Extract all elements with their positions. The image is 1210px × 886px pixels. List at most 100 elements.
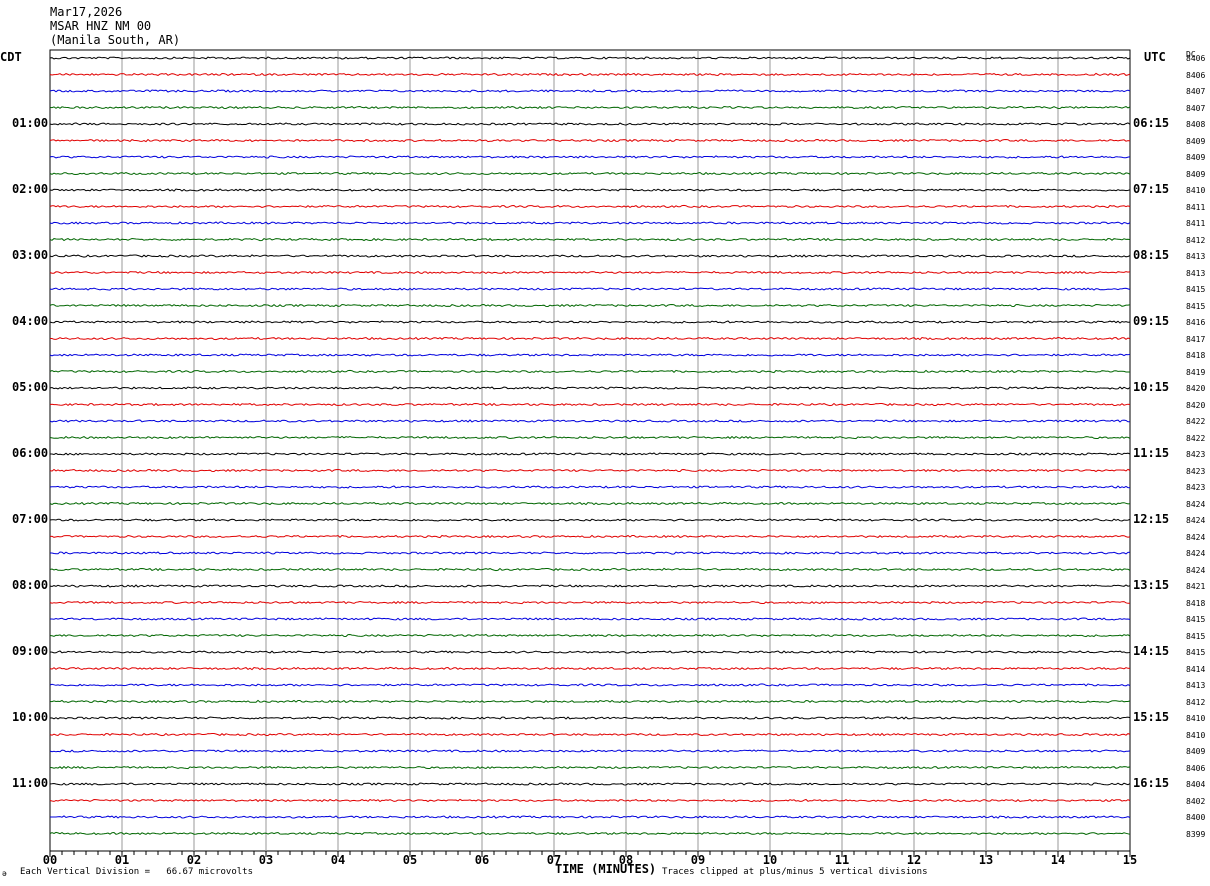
dc-offset-value: 8415 bbox=[1186, 285, 1206, 294]
right-hour-label: 13:15 bbox=[1133, 578, 1170, 592]
seismic-trace bbox=[49, 732, 1131, 737]
dc-offset-value: 8424 bbox=[1186, 499, 1206, 509]
seismic-trace bbox=[49, 237, 1131, 242]
left-hour-label: 04:00 bbox=[12, 314, 49, 328]
dc-offset-value: 8412 bbox=[1186, 235, 1206, 245]
dc-offset-value: 8424 bbox=[1186, 532, 1206, 542]
seismic-trace bbox=[49, 204, 1131, 209]
seismic-trace bbox=[49, 353, 1131, 357]
seismic-trace bbox=[49, 831, 1131, 836]
seismic-trace bbox=[49, 254, 1131, 258]
seismic-trace bbox=[49, 600, 1131, 605]
seismic-trace bbox=[49, 468, 1131, 473]
seismic-trace bbox=[49, 369, 1130, 374]
dc-offset-value: 8420 bbox=[1186, 384, 1206, 393]
dc-offset-value: 8414 bbox=[1186, 664, 1206, 674]
x-tick-label: 05 bbox=[402, 853, 418, 867]
left-hour-label: 08:00 bbox=[12, 578, 49, 592]
x-tick-label: 09 bbox=[690, 853, 706, 867]
dc-offset-value: 8423 bbox=[1186, 466, 1206, 476]
x-tick-label: 03 bbox=[258, 853, 274, 867]
seismic-trace bbox=[49, 105, 1131, 110]
dc-offset-value: 8399 bbox=[1186, 829, 1206, 839]
x-tick-label: 06 bbox=[474, 853, 490, 867]
seismic-trace bbox=[49, 518, 1131, 522]
dc-offset-value: 8410 bbox=[1186, 730, 1206, 740]
scale-note: Each Vertical Division = 66.67 microvolt… bbox=[20, 867, 253, 877]
dc-offset-value: 8418 bbox=[1186, 351, 1206, 360]
header-location: (Manila South, AR) bbox=[50, 33, 181, 47]
seismic-trace bbox=[49, 56, 1131, 60]
dc-offset-value: 8423 bbox=[1186, 450, 1206, 459]
dc-offset-value: 8422 bbox=[1186, 433, 1206, 443]
right-hour-label: 10:15 bbox=[1133, 380, 1170, 394]
seismic-trace bbox=[49, 171, 1131, 176]
left-hour-label: 06:00 bbox=[12, 446, 49, 460]
right-hour-label: 15:15 bbox=[1133, 710, 1170, 724]
seismic-trace bbox=[49, 320, 1131, 324]
x-tick-label: 08 bbox=[618, 853, 634, 867]
seismic-trace bbox=[49, 419, 1130, 423]
left-hour-label: 05:00 bbox=[12, 380, 49, 394]
seismic-trace bbox=[49, 402, 1131, 407]
x-tick-label: 00 bbox=[42, 853, 58, 867]
left-hour-label: 01:00 bbox=[12, 116, 49, 130]
dc-offset-value: 8411 bbox=[1186, 219, 1206, 228]
right-hour-label: 16:15 bbox=[1133, 776, 1170, 790]
seismic-trace bbox=[49, 749, 1131, 753]
dc-offset-value: 8404 bbox=[1186, 780, 1206, 789]
seismic-trace bbox=[50, 617, 1131, 621]
right-hour-label: 11:15 bbox=[1133, 446, 1170, 460]
seismic-trace bbox=[49, 699, 1131, 704]
seismic-trace bbox=[50, 452, 1131, 456]
seismic-trace bbox=[49, 782, 1131, 786]
dc-offset-value: 8419 bbox=[1186, 367, 1206, 377]
dc-offset-value: 8409 bbox=[1186, 747, 1206, 756]
dc-offset-value: 8413 bbox=[1186, 252, 1206, 261]
dc-offset-value: 8415 bbox=[1186, 631, 1206, 641]
dc-offset-value: 8407 bbox=[1186, 87, 1206, 96]
dc-offset-value: 8424 bbox=[1186, 549, 1206, 558]
dc-offset-value: 8412 bbox=[1186, 697, 1206, 707]
x-tick-label: 15 bbox=[1122, 853, 1138, 867]
dc-offset-value: 8413 bbox=[1186, 268, 1206, 278]
dc-offset-value: 8402 bbox=[1186, 796, 1206, 806]
x-tick-label: 01 bbox=[114, 853, 130, 867]
dc-offset-value: 8406 bbox=[1186, 54, 1206, 63]
left-hour-label: 07:00 bbox=[12, 512, 49, 526]
seismic-trace bbox=[49, 716, 1131, 720]
dc-offset-value: 8408 bbox=[1186, 120, 1206, 129]
dc-offset-value: 8420 bbox=[1186, 400, 1206, 410]
seismic-trace bbox=[49, 765, 1131, 770]
seismic-trace bbox=[49, 798, 1131, 803]
left-hour-label: 02:00 bbox=[12, 182, 49, 196]
left-hour-label: 09:00 bbox=[12, 644, 49, 658]
right-hour-label: 08:15 bbox=[1133, 248, 1170, 262]
dc-label: DC bbox=[1186, 50, 1196, 59]
right-hour-label: 07:15 bbox=[1133, 182, 1170, 196]
dc-offset-value: 8422 bbox=[1186, 417, 1206, 426]
corner-mark: ə bbox=[2, 869, 7, 878]
x-tick-label: 10 bbox=[762, 853, 778, 867]
dc-offset-value: 8407 bbox=[1186, 103, 1206, 113]
seismic-trace bbox=[49, 72, 1131, 77]
seismic-trace bbox=[49, 633, 1131, 638]
seismic-trace bbox=[49, 683, 1131, 687]
seismic-trace bbox=[49, 485, 1131, 489]
x-tick-label: 07 bbox=[546, 853, 562, 867]
dc-offset-value: 8406 bbox=[1186, 70, 1206, 80]
dc-offset-value: 8410 bbox=[1186, 714, 1206, 723]
x-tick-label: 14 bbox=[1050, 853, 1066, 867]
dc-offset-value: 8410 bbox=[1186, 186, 1206, 195]
seismic-trace bbox=[49, 666, 1131, 671]
dc-offset-value: 8409 bbox=[1186, 169, 1206, 179]
x-tick-label: 11 bbox=[834, 853, 850, 867]
dc-offset-value: 8418 bbox=[1186, 598, 1206, 608]
seismic-trace bbox=[49, 650, 1131, 654]
dc-offset-value: 8409 bbox=[1186, 153, 1206, 162]
dc-offset-value: 8424 bbox=[1186, 516, 1206, 525]
header-date: Mar17,2026 bbox=[50, 5, 123, 19]
seismic-trace bbox=[49, 567, 1131, 572]
x-tick-label: 13 bbox=[978, 853, 994, 867]
